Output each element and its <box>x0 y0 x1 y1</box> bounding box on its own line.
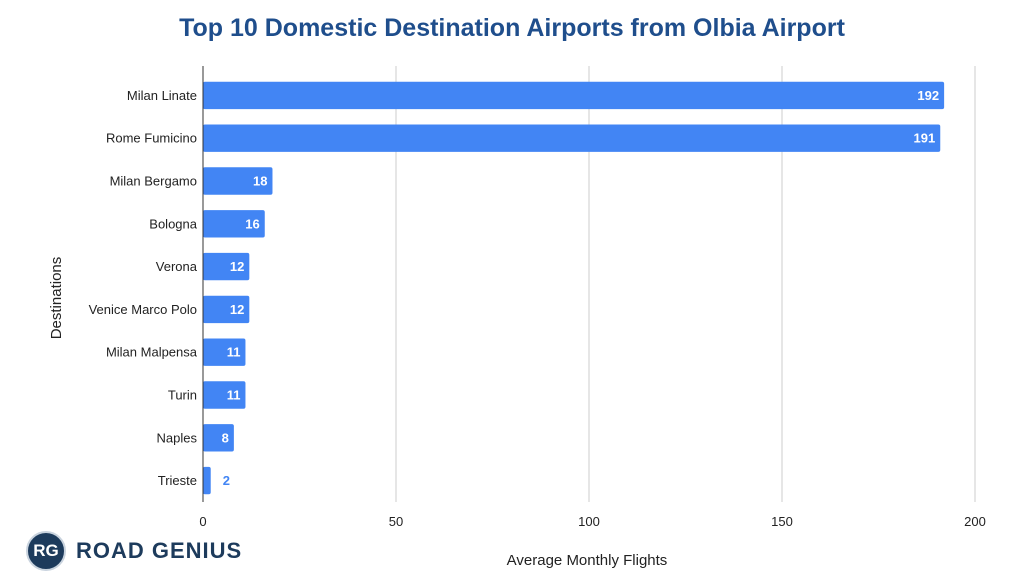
x-tick-label: 0 <box>199 514 206 529</box>
bar <box>203 81 945 110</box>
data-label: 12 <box>230 302 244 317</box>
data-label: 191 <box>914 131 936 146</box>
bar <box>203 381 246 409</box>
data-label: 2 <box>223 473 230 488</box>
y-category-label: Turin <box>168 388 197 403</box>
bar <box>203 338 246 366</box>
bar <box>203 252 250 281</box>
data-label: 11 <box>227 345 241 360</box>
data-label: 12 <box>230 259 244 274</box>
y-category-label: Naples <box>157 430 198 445</box>
x-axis-title: Average Monthly Flights <box>507 552 668 569</box>
y-category-label: Milan Bergamo <box>110 174 197 189</box>
data-label: 8 <box>222 430 229 445</box>
data-label: 18 <box>253 174 267 189</box>
bar <box>203 424 234 452</box>
x-tick-label: 50 <box>389 514 403 529</box>
y-axis-title: Destinations <box>48 257 65 340</box>
y-category-label: Rome Fumicino <box>106 131 197 146</box>
brand-logo: RG ROAD GENIUS <box>26 529 242 573</box>
y-category-label: Venice Marco Polo <box>89 302 197 317</box>
y-category-label: Bologna <box>149 216 197 231</box>
bar <box>203 295 250 324</box>
data-label: 16 <box>245 216 259 231</box>
bar <box>203 466 211 495</box>
bar <box>203 210 265 238</box>
bar <box>203 167 273 195</box>
brand-name: ROAD GENIUS <box>76 538 243 563</box>
y-category-label: Trieste <box>158 473 197 488</box>
bar <box>203 124 941 152</box>
x-tick-label: 150 <box>771 514 793 529</box>
data-label: 192 <box>917 88 939 103</box>
data-label: 11 <box>227 388 241 403</box>
brand-badge: RG <box>26 531 66 571</box>
y-category-label: Milan Linate <box>127 88 197 103</box>
chart-title: Top 10 Domestic Destination Airports fro… <box>179 14 845 42</box>
y-category-label: Milan Malpensa <box>106 345 198 360</box>
y-category-label: Verona <box>156 259 198 274</box>
x-tick-label: 100 <box>578 514 600 529</box>
x-tick-label: 200 <box>964 514 986 529</box>
